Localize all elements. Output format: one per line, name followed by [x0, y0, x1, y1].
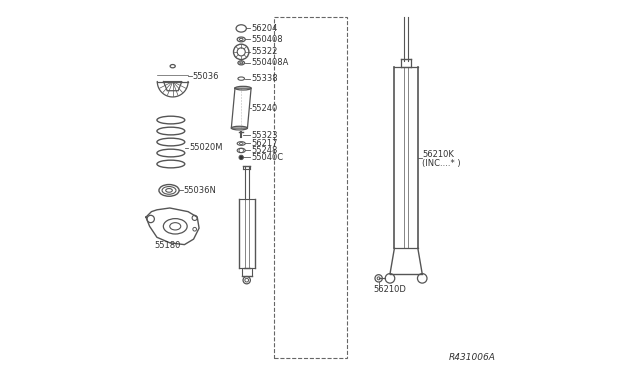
Text: 55180: 55180 [154, 241, 180, 250]
Text: (INC....* ): (INC....* ) [422, 158, 461, 168]
Text: 55322: 55322 [251, 47, 278, 57]
Text: 55020M: 55020M [189, 143, 223, 152]
Text: 55036N: 55036N [184, 186, 216, 195]
Text: 56204: 56204 [251, 24, 278, 33]
Text: 55338: 55338 [251, 74, 278, 83]
Text: 56217: 56217 [251, 139, 278, 148]
Text: 550408: 550408 [251, 35, 283, 44]
Text: 550408A: 550408A [251, 58, 289, 67]
Text: 55240: 55240 [251, 104, 277, 113]
Bar [274, 17, 348, 358]
Text: 56210D: 56210D [373, 285, 406, 294]
Text: 55323: 55323 [251, 131, 278, 140]
Text: 55248: 55248 [251, 146, 278, 155]
Circle shape [239, 155, 243, 160]
Text: R431006A: R431006A [449, 353, 496, 362]
Text: 56210K: 56210K [422, 150, 454, 159]
Text: 55036: 55036 [193, 72, 219, 81]
Text: 55040C: 55040C [251, 153, 284, 162]
